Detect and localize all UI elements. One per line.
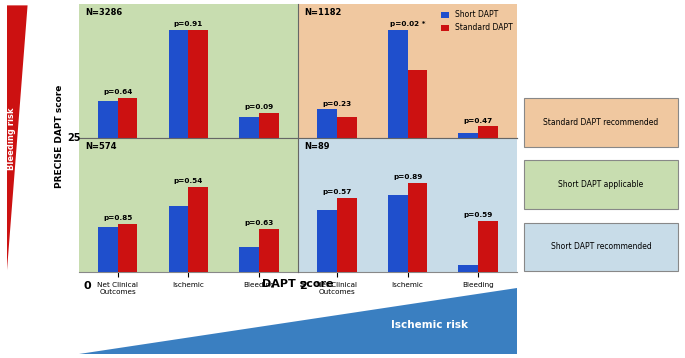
Text: p=0.57: p=0.57: [322, 189, 351, 195]
Text: p=0.47: p=0.47: [464, 118, 493, 124]
Text: Bleeding risk: Bleeding risk: [8, 107, 16, 170]
Text: 2: 2: [299, 281, 307, 291]
Bar: [188, 187, 208, 272]
Text: Short DAPT recommended: Short DAPT recommended: [551, 242, 651, 251]
Text: Standard DAPT recommended: Standard DAPT recommended: [543, 118, 659, 127]
Text: p=0.63: p=0.63: [245, 220, 274, 226]
Text: 0: 0: [83, 281, 91, 291]
Bar: [317, 209, 337, 272]
Bar: [478, 221, 498, 272]
Bar: [188, 30, 208, 138]
Text: p=0.85: p=0.85: [103, 216, 132, 222]
Bar: [118, 98, 138, 138]
Bar: [388, 30, 408, 138]
Bar: [239, 247, 259, 272]
Text: p=0.09: p=0.09: [245, 104, 274, 110]
Bar: [317, 110, 337, 138]
FancyBboxPatch shape: [524, 160, 678, 209]
Text: DAPT score: DAPT score: [262, 279, 334, 289]
Bar: [98, 101, 118, 138]
Text: PRECISE DAPT score: PRECISE DAPT score: [55, 84, 64, 188]
Polygon shape: [7, 5, 27, 272]
Text: N=1182: N=1182: [305, 8, 342, 16]
Bar: [408, 183, 427, 272]
Bar: [478, 126, 498, 138]
Bar: [337, 117, 357, 138]
Text: p=0.91: p=0.91: [174, 21, 203, 27]
Text: p=0.59: p=0.59: [464, 212, 493, 218]
Text: 25: 25: [67, 133, 81, 143]
Bar: [169, 30, 188, 138]
Bar: [169, 206, 188, 272]
Polygon shape: [79, 288, 517, 354]
Bar: [458, 265, 478, 272]
Bar: [259, 113, 279, 138]
FancyBboxPatch shape: [524, 98, 678, 147]
Bar: [458, 133, 478, 138]
Text: p=0.23: p=0.23: [323, 101, 351, 107]
Text: p=0.02 *: p=0.02 *: [390, 21, 425, 27]
Bar: [388, 195, 408, 272]
Text: p=0.54: p=0.54: [174, 178, 203, 184]
Bar: [337, 198, 357, 272]
Bar: [408, 69, 427, 138]
Text: N=574: N=574: [86, 142, 117, 151]
Text: Short DAPT applicable: Short DAPT applicable: [558, 180, 644, 189]
Text: N=89: N=89: [305, 142, 330, 151]
Bar: [118, 224, 138, 272]
Bar: [98, 227, 118, 272]
Text: N=3286: N=3286: [86, 8, 123, 16]
Text: Ischemic risk: Ischemic risk: [391, 320, 468, 330]
Text: p=0.89: p=0.89: [393, 174, 422, 180]
Bar: [239, 117, 259, 138]
Bar: [259, 229, 279, 272]
Text: p=0.64: p=0.64: [103, 89, 132, 95]
FancyBboxPatch shape: [524, 223, 678, 271]
Legend: Short DAPT, Standard DAPT: Short DAPT, Standard DAPT: [438, 8, 516, 35]
